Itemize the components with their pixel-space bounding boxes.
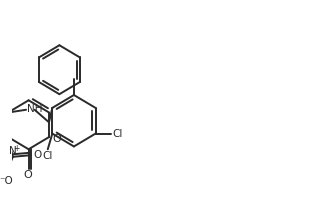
Text: N: N	[9, 146, 16, 156]
Text: O: O	[23, 170, 32, 180]
Text: O: O	[34, 150, 42, 160]
Text: ⁻O: ⁻O	[0, 176, 13, 186]
Text: +: +	[14, 144, 20, 153]
Text: NH: NH	[27, 105, 43, 114]
Text: Cl: Cl	[113, 129, 123, 139]
Text: Cl: Cl	[42, 151, 53, 161]
Text: O: O	[52, 133, 61, 144]
